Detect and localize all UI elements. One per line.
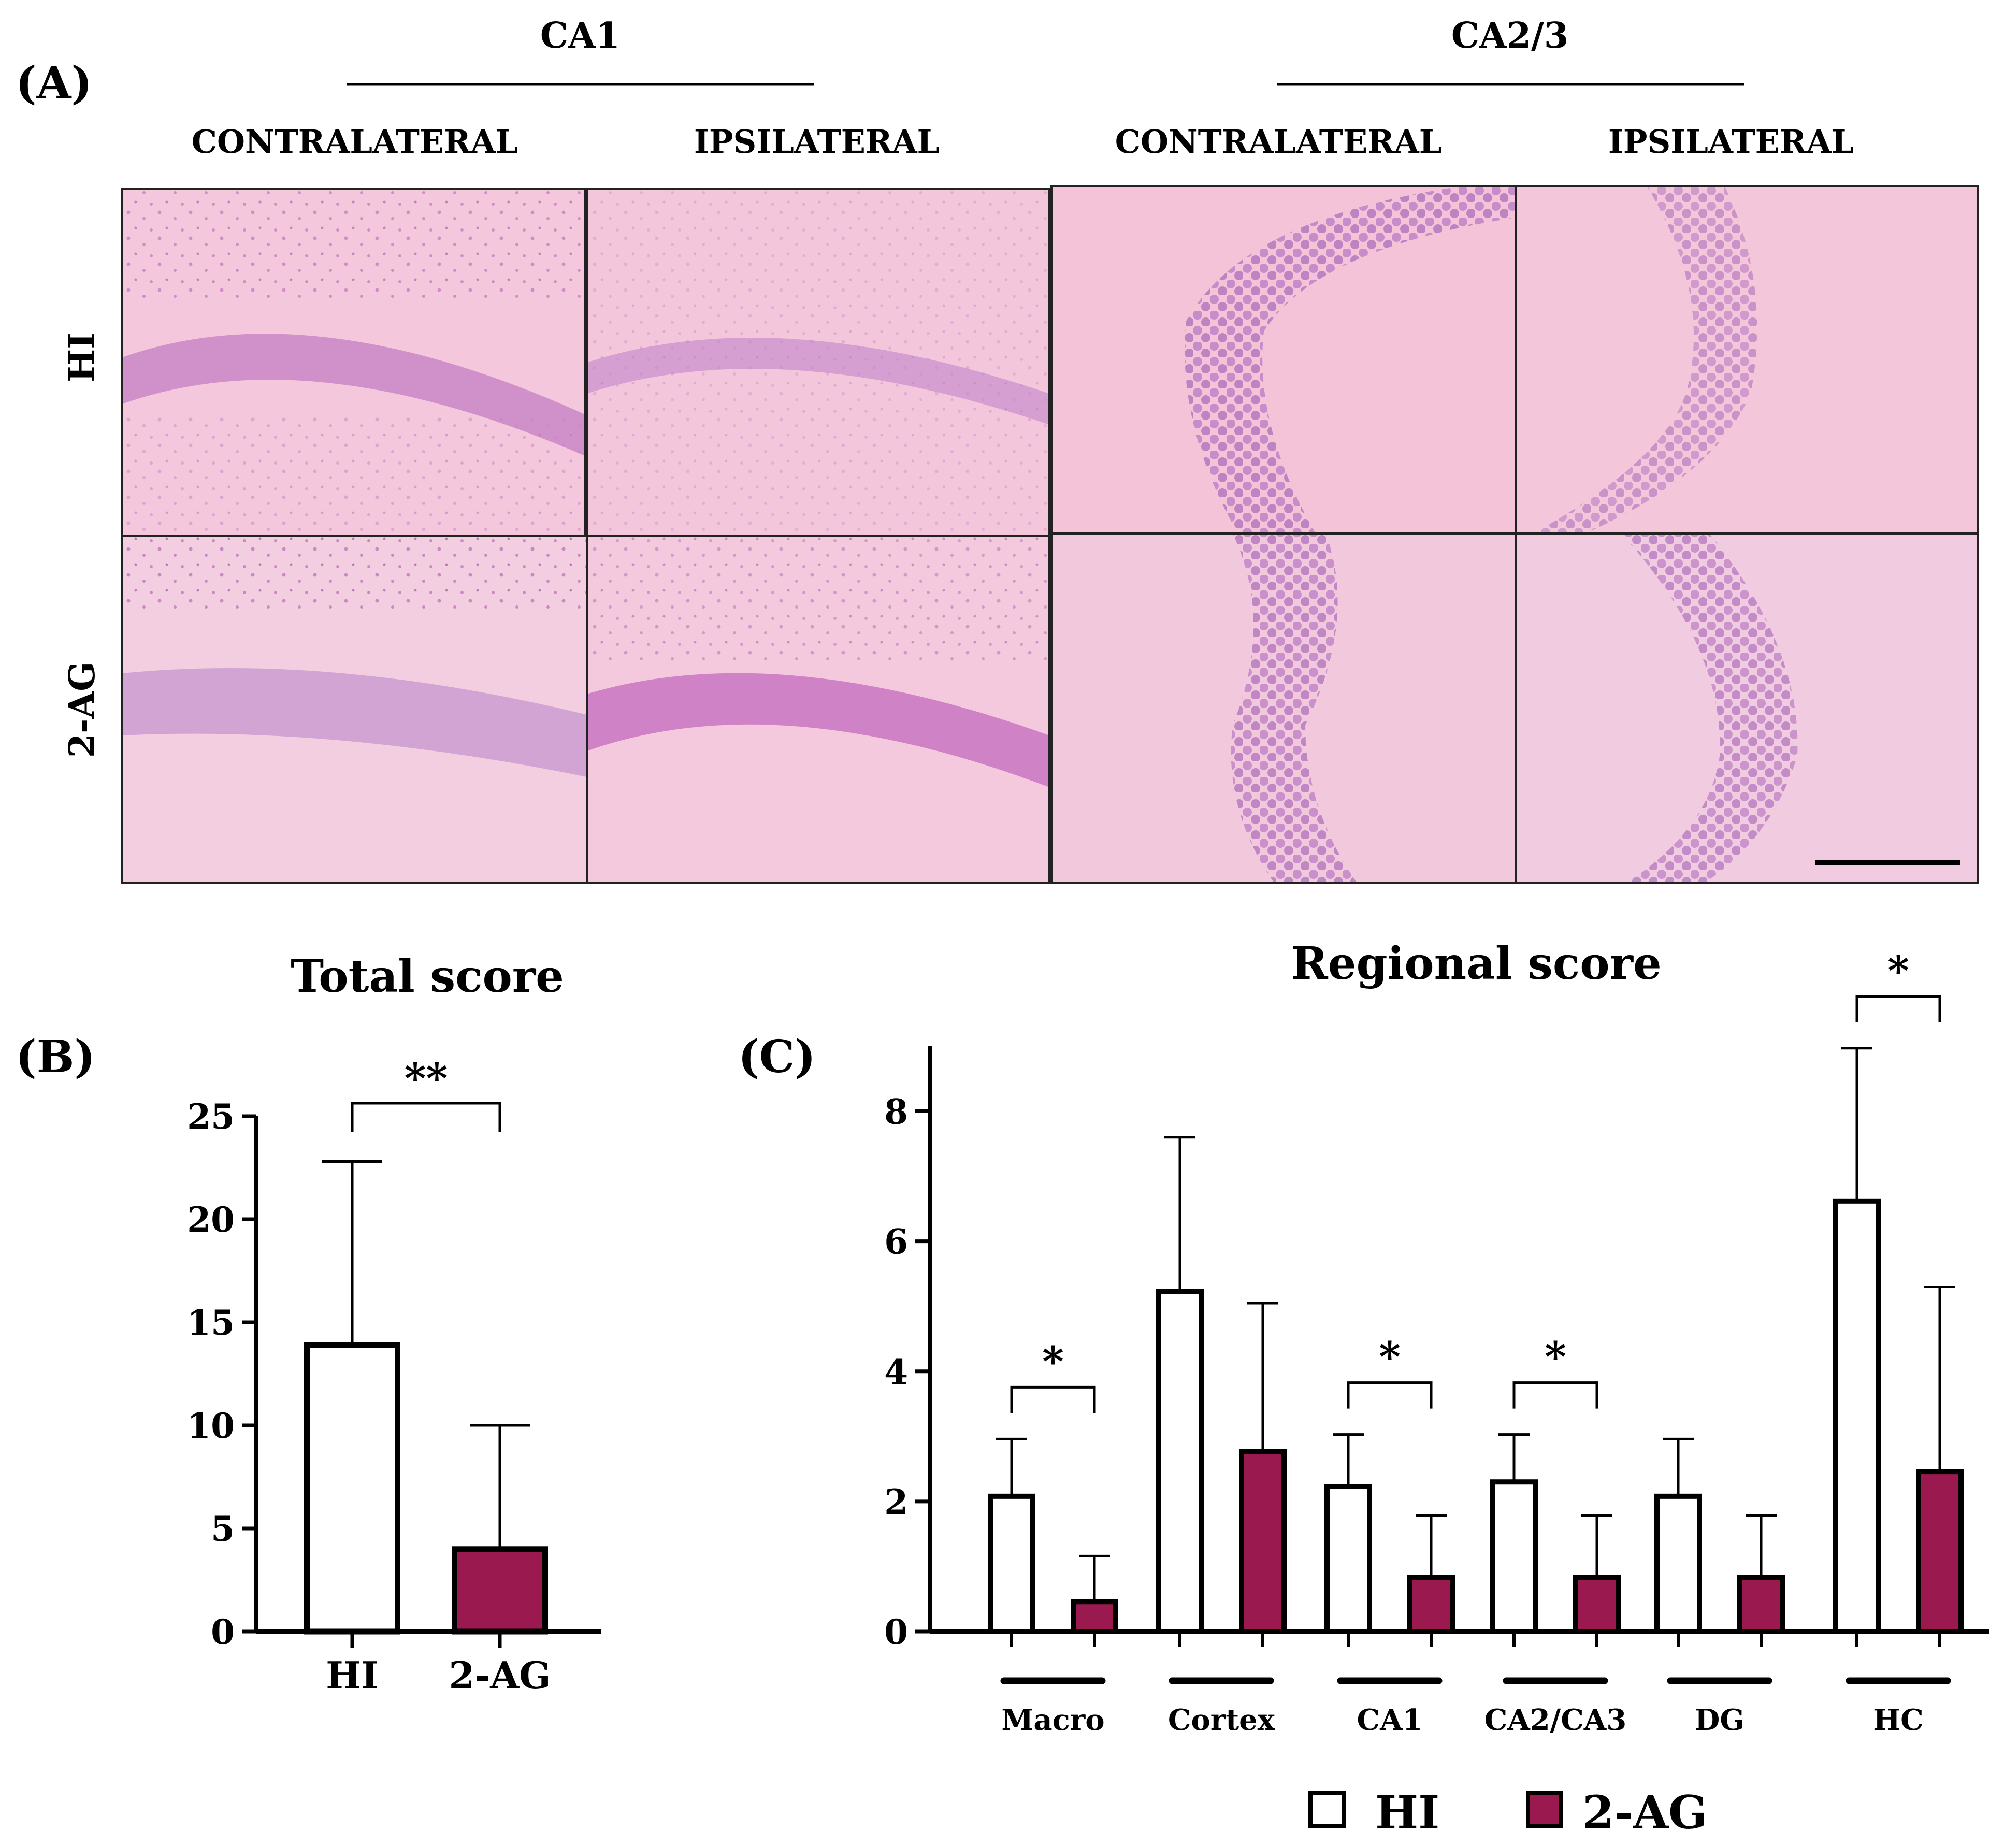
legend-swatch-hi bbox=[1308, 1791, 1346, 1828]
x-category-label-macro: Macro bbox=[1001, 1703, 1104, 1737]
column-label-2: IPSILATERAL bbox=[694, 123, 940, 161]
significance-bracket-hc bbox=[1855, 995, 1941, 1022]
y-tick-label: 25 bbox=[187, 1096, 235, 1137]
y-tick-label: 0 bbox=[884, 1612, 908, 1652]
y-tick-label: 8 bbox=[884, 1092, 908, 1132]
panel-b-label: (B) bbox=[16, 1031, 95, 1083]
x-tick-label-2-ag: 2-AG bbox=[449, 1653, 551, 1697]
bar-cortex-hi bbox=[1156, 1289, 1204, 1635]
x-category-label-cortex: Cortex bbox=[1168, 1703, 1275, 1737]
legend-swatch-2ag bbox=[1526, 1791, 1563, 1828]
bar-dg-2-ag bbox=[1737, 1575, 1785, 1634]
bar-ca2-ca3-hi bbox=[1490, 1479, 1538, 1634]
bar-macro-2-ag bbox=[1071, 1599, 1118, 1634]
micrograph-hi-ca1-ipsilateral bbox=[586, 188, 1050, 537]
legend-label-2ag: 2-AG bbox=[1582, 1785, 1707, 1839]
micrograph-2ag-ca1-contralateral bbox=[121, 535, 588, 884]
panel-a-label: (A) bbox=[16, 57, 92, 109]
y-tick-label: 15 bbox=[187, 1303, 235, 1343]
y-tick-label: 10 bbox=[187, 1406, 235, 1446]
bar-macro-hi bbox=[988, 1493, 1035, 1635]
legend-label-hi: HI bbox=[1375, 1785, 1439, 1839]
significance-bracket-macro bbox=[1010, 1385, 1096, 1413]
y-tick-label: 6 bbox=[884, 1222, 908, 1262]
y-tick-label: 0 bbox=[211, 1612, 235, 1652]
panel-c-title: Regional score bbox=[1291, 937, 1661, 990]
bar-hc-hi bbox=[1833, 1198, 1881, 1635]
panel-b-total-score-chart: (B) Total score 0 5 10 15 20 25 HI 2-AG ** bbox=[16, 950, 601, 1697]
column-label-1: CONTRALATERAL bbox=[192, 123, 518, 161]
micrograph-2ag-ca1-ipsilateral bbox=[586, 535, 1050, 884]
bar-hi bbox=[304, 1342, 400, 1635]
bar-hc-2-ag bbox=[1916, 1469, 1964, 1634]
significance-label-hc: * bbox=[1887, 946, 1909, 995]
column-label-4: IPSILATERAL bbox=[1608, 123, 1854, 161]
significance-bracket-ca1 bbox=[1347, 1381, 1433, 1409]
x-category-label-dg: DG bbox=[1695, 1703, 1745, 1737]
micrograph-hi-ca23-contralateral bbox=[1050, 185, 1517, 535]
group-ca23-label: CA2/3 bbox=[1451, 15, 1568, 56]
y-tick-label: 2 bbox=[884, 1482, 908, 1522]
bar-cortex-2-ag bbox=[1239, 1449, 1287, 1635]
significance-label-ca2-ca3: * bbox=[1545, 1333, 1566, 1381]
micrograph-hi-ca23-ipsilateral bbox=[1515, 185, 1979, 535]
significance-bracket-ca2-ca3 bbox=[1512, 1381, 1598, 1409]
significance-label-macro: * bbox=[1042, 1337, 1064, 1385]
column-label-3: CONTRALATERAL bbox=[1115, 123, 1442, 161]
x-tick-label-hi: HI bbox=[326, 1653, 379, 1697]
y-tick-label: 5 bbox=[211, 1509, 235, 1549]
panel-c-label: (C) bbox=[738, 1031, 816, 1083]
bar-2-ag bbox=[452, 1546, 548, 1635]
panel-b-title: Total score bbox=[291, 950, 564, 1003]
micrograph-hi-ca1-contralateral bbox=[121, 188, 586, 537]
x-category-label-ca1: CA1 bbox=[1357, 1703, 1423, 1737]
bar-ca1-hi bbox=[1324, 1484, 1372, 1635]
panel-a: (A) CA1 CA2/3 CONTRALATERAL IPSILATERAL … bbox=[16, 15, 1979, 884]
significance-label: ** bbox=[405, 1054, 448, 1103]
bar-ca2-ca3-2-ag bbox=[1573, 1575, 1621, 1634]
row-label-hi: HI bbox=[62, 333, 103, 382]
group-ca1-label: CA1 bbox=[540, 15, 620, 56]
row-label-2ag: 2-AG bbox=[62, 661, 103, 758]
y-tick-label: 4 bbox=[884, 1352, 908, 1392]
x-category-label-hc: HC bbox=[1873, 1703, 1923, 1737]
legend: HI 2-AG bbox=[1308, 1785, 1707, 1839]
x-category-label-ca2-ca3: CA2/CA3 bbox=[1484, 1703, 1626, 1737]
micrograph-2ag-ca23-ipsilateral bbox=[1515, 532, 1979, 884]
bar-ca1-2-ag bbox=[1407, 1575, 1455, 1634]
significance-label-ca1: * bbox=[1379, 1333, 1401, 1381]
bar-dg-hi bbox=[1654, 1493, 1702, 1635]
micrograph-2ag-ca23-contralateral bbox=[1050, 532, 1517, 884]
significance-bracket bbox=[351, 1102, 501, 1132]
y-tick-label: 20 bbox=[187, 1200, 235, 1240]
panel-c-regional-score-chart: (C) Regional score 0 2 4 6 8 Macro Cortex CA1 CA… bbox=[738, 937, 1989, 1737]
